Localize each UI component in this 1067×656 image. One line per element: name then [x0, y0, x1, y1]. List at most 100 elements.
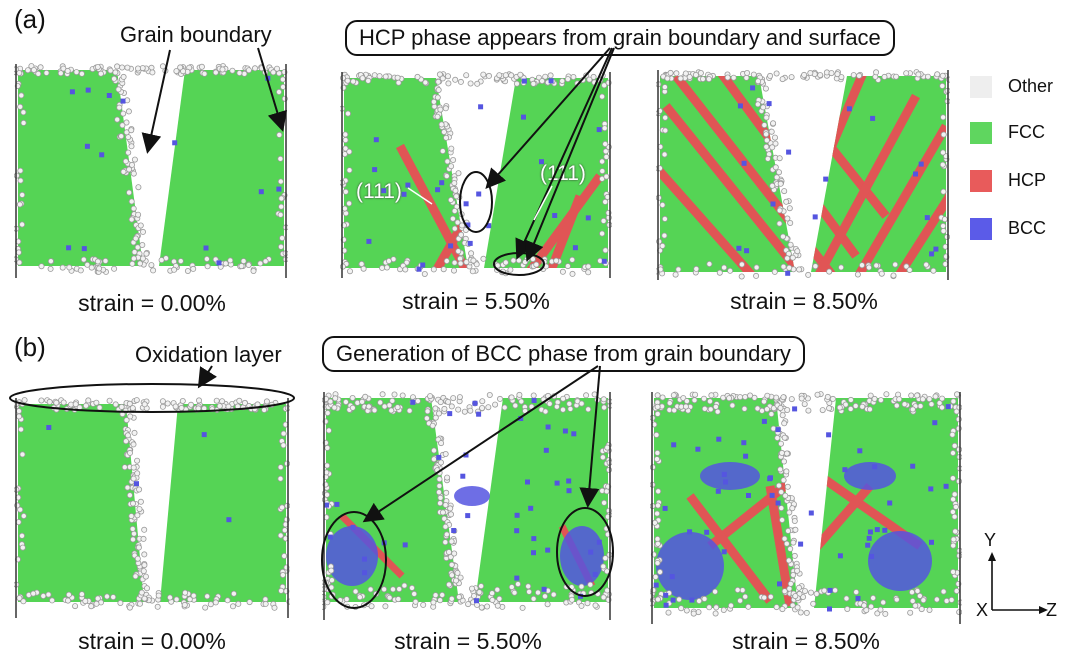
bcc-atom [566, 478, 572, 484]
panel-label-b: (b) [14, 332, 46, 362]
grain-right [159, 70, 284, 266]
oxidation-layer-label: Oxidation layer [135, 342, 282, 367]
panel-a-strain-8-5 [656, 69, 950, 280]
bcc-atom [918, 161, 924, 167]
bcc-atom [514, 575, 520, 581]
bcc-atom [704, 529, 710, 535]
legend-label-fcc: FCC [1008, 122, 1045, 142]
bcc-atom [439, 180, 445, 186]
bcc-atom [798, 541, 804, 547]
other-atoms [656, 69, 950, 280]
panel-b-strain-8-5 [650, 391, 962, 624]
bcc-atom [721, 549, 727, 555]
bcc-atom [882, 527, 888, 533]
hcp-stripe [660, 153, 760, 272]
hcp-stripe [852, 123, 946, 272]
bcc-atom [562, 428, 568, 434]
bcc-atom [447, 411, 453, 417]
bcc-atom [476, 191, 482, 197]
bcc-atom [769, 492, 775, 498]
bcc-region [454, 486, 490, 506]
bcc-atom [201, 432, 207, 438]
bcc-atom [723, 479, 728, 485]
strain-caption-a-1: strain = 0.00% [78, 290, 226, 316]
panel-a-strain-0 [14, 63, 288, 278]
bcc-atom [528, 505, 534, 511]
bcc-atom [775, 500, 781, 506]
hcp-stripe [765, 485, 795, 607]
bcc-atom [653, 582, 659, 588]
bcc-atom [525, 479, 530, 485]
bcc-atom [945, 404, 951, 410]
bcc-atom [585, 215, 591, 221]
bcc-atom [588, 549, 594, 555]
bcc-atom [106, 93, 112, 98]
bcc-atom [761, 418, 767, 424]
arrow-oxidation [197, 365, 217, 389]
bcc-region [700, 462, 760, 490]
bcc-atom [601, 258, 607, 264]
bcc-atom [578, 593, 583, 599]
bcc-atom [134, 481, 139, 487]
bcc-atom [924, 215, 930, 221]
panel-b-strain-5-5 [322, 391, 612, 620]
plane-label-111-right: (111) [540, 162, 586, 185]
legend-swatch-bcc [970, 218, 992, 240]
bcc-atom [808, 510, 814, 516]
bcc-atom [463, 452, 469, 458]
bcc-atom [869, 553, 875, 559]
bcc-atom [85, 87, 91, 93]
bcc-atom [786, 149, 792, 155]
bcc-atom [571, 431, 577, 437]
bcc-atom [750, 85, 756, 91]
bcc-atom [687, 529, 693, 535]
bcc-atom [566, 488, 572, 494]
bcc-atom [545, 547, 551, 553]
bcc-atom [837, 553, 843, 559]
bcc-atom [663, 602, 669, 608]
legend-swatch-hcp [970, 170, 992, 192]
bcc-atom [372, 167, 378, 173]
bcc-atom [846, 106, 852, 112]
bcc-atom [531, 550, 536, 556]
bcc-atom [770, 201, 776, 207]
bcc-atom [373, 137, 379, 143]
bcc-atom [913, 171, 918, 177]
hcp-stripe [396, 143, 474, 268]
bcc-atom [84, 143, 90, 149]
bcc-atom [350, 524, 356, 530]
bcc-region [560, 526, 604, 586]
bcc-atom [531, 398, 537, 403]
bcc-atom [736, 245, 742, 251]
legend-label-other: Other [1008, 76, 1054, 96]
hcp-stripe [662, 103, 810, 272]
bcc-atom [766, 101, 772, 107]
bcc-atom [226, 517, 232, 523]
bcc-atom [474, 598, 479, 604]
bcc-atom [451, 528, 457, 533]
bcc-atom [120, 98, 126, 104]
bcc-atom [826, 432, 832, 438]
bcc-region [656, 532, 724, 600]
bcc-atom [402, 542, 408, 548]
bcc-atom [792, 406, 798, 412]
plane-label-111-left: (111) [356, 180, 402, 203]
panel-b-strain-0 [14, 397, 290, 618]
bcc-atom [216, 260, 222, 266]
bcc-atom [324, 502, 329, 508]
strain-caption-a-2: strain = 5.50% [402, 288, 550, 314]
bcc-atom [531, 536, 537, 542]
bcc-atom [548, 78, 554, 84]
bcc-atom [472, 400, 478, 406]
hcp-stripe [686, 493, 774, 604]
bcc-atom [767, 476, 773, 482]
bcc-atom [514, 512, 520, 518]
bcc-atom [172, 140, 178, 146]
bcc-atom [465, 513, 471, 519]
bcc-atom [552, 213, 558, 218]
hcp-stripe [812, 93, 920, 272]
panel-label-a: (a) [14, 4, 46, 34]
bcc-atom [416, 266, 422, 272]
bcc-atom [865, 542, 871, 548]
bcc-atom [827, 587, 833, 593]
